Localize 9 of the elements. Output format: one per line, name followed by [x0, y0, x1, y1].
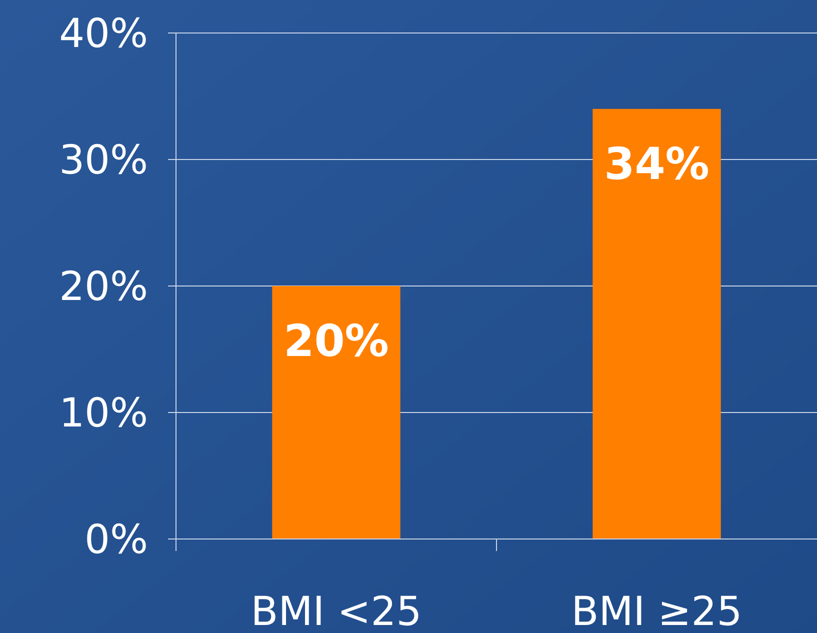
x-tick-label: BMI ≥25 — [571, 589, 742, 633]
data-label: 20% — [284, 316, 389, 367]
data-label: 34% — [604, 138, 710, 190]
x-tick-label: BMI <25 — [250, 589, 422, 633]
y-tick-label: 40% — [59, 11, 148, 57]
y-tick-label: 0% — [84, 517, 148, 563]
y-tick-label: 30% — [59, 138, 148, 184]
y-tick-label: 20% — [59, 264, 148, 310]
y-tick-label: 10% — [59, 390, 148, 436]
